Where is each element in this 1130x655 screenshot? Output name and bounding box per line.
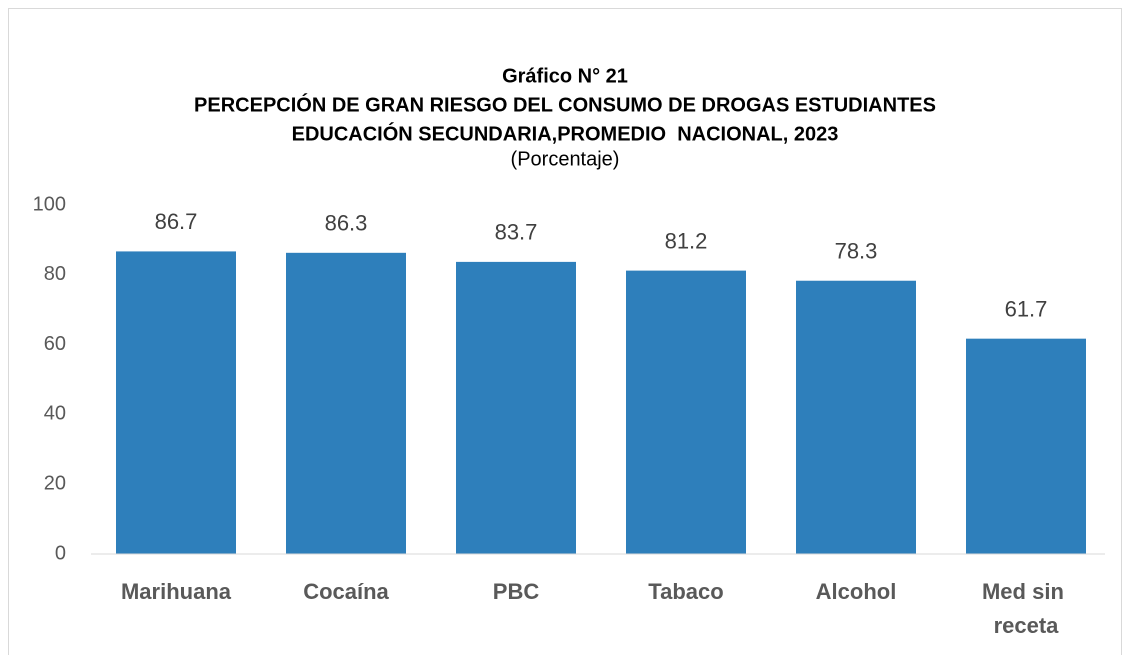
x-tick-label: Marihuana (121, 579, 232, 604)
y-tick-label: 20 (44, 472, 66, 494)
y-tick-label: 40 (44, 403, 66, 425)
x-tick-label: Tabaco (648, 579, 723, 604)
x-tick-label: Cocaína (303, 579, 389, 604)
bar (286, 252, 406, 555)
x-tick-label: Med sin receta (982, 579, 1070, 638)
x-tick-label: Alcohol (816, 579, 897, 604)
chart-title: Gráfico N° 21 (502, 65, 628, 87)
chart-title: EDUCACIÓN SECUNDARIA,PROMEDIO NACIONAL, … (292, 121, 839, 145)
value-label: 81.2 (665, 228, 708, 253)
y-tick-label: 80 (44, 263, 66, 285)
value-label: 86.7 (155, 209, 198, 234)
bar (796, 280, 916, 554)
value-label: 86.3 (325, 211, 368, 236)
bar (116, 251, 236, 555)
bar (966, 338, 1086, 554)
x-tick-label: PBC (493, 579, 540, 604)
value-label: 78.3 (835, 239, 878, 264)
y-tick-label: 60 (44, 333, 66, 355)
value-label: 83.7 (495, 220, 538, 245)
y-tick-label: 0 (55, 542, 66, 564)
y-tick-label: 100 (33, 193, 66, 215)
value-label: 61.7 (1005, 296, 1048, 321)
chart-subtitle: (Porcentaje) (511, 148, 620, 170)
chart-title: PERCEPCIÓN DE GRAN RIESGO DEL CONSUMO DE… (194, 92, 936, 116)
bar (626, 270, 746, 554)
bar (456, 261, 576, 554)
